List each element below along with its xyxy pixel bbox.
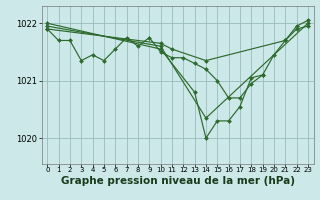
X-axis label: Graphe pression niveau de la mer (hPa): Graphe pression niveau de la mer (hPa) <box>60 176 295 186</box>
